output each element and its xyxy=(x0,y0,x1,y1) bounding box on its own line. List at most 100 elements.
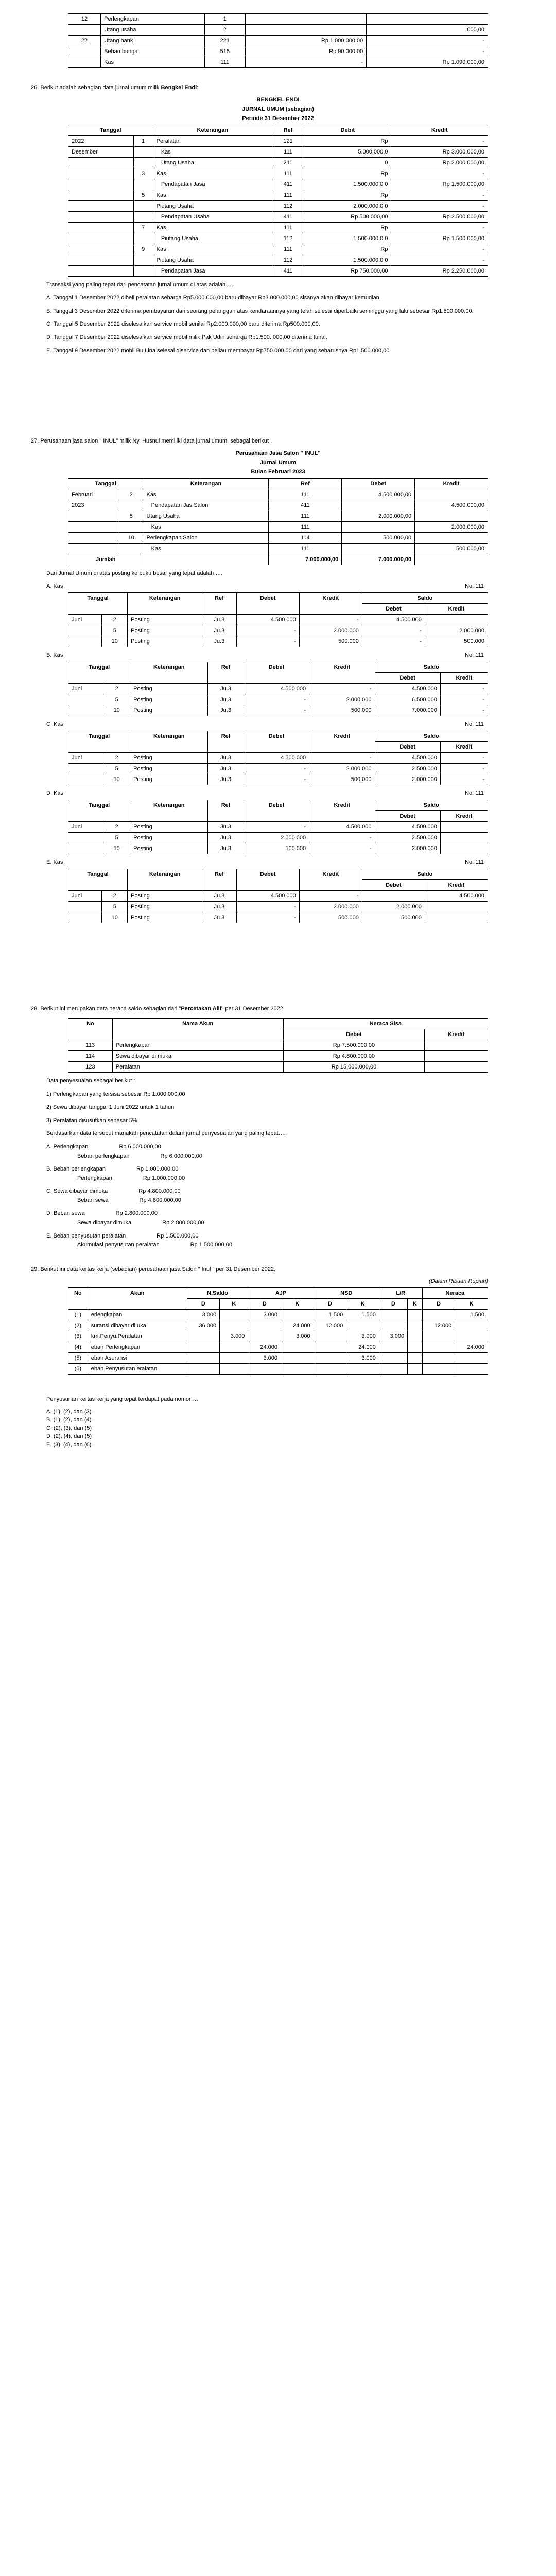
th: Keterangan xyxy=(143,478,269,489)
option: C. (2), (3), dan (5) xyxy=(46,1425,525,1431)
table-row: 10PostingJu.3-500.000500.000 xyxy=(68,912,488,923)
q27-total-k: 7.000.000,00 xyxy=(342,554,415,565)
table-row: 12Perlengkapan1 xyxy=(68,14,488,25)
table-row: Piutang Usaha1122.000.000,0 0- xyxy=(68,200,488,211)
ledger-table: TanggalKeteranganRefDebetKreditSaldoDebe… xyxy=(68,800,488,854)
data-item: 2) Sewa dibayar tanggal 1 Juni 2022 untu… xyxy=(46,1103,525,1112)
q27-total-d: 7.000.000,00 xyxy=(269,554,342,565)
th-d: Debet xyxy=(283,1029,425,1040)
table-row: Februari2Kas1114.500.000,00 xyxy=(68,489,488,500)
q27-h2: Jurnal Umum xyxy=(31,460,525,466)
table-row: Kas111500.000,00 xyxy=(68,543,488,554)
ledger-table: TanggalKeteranganRefDebetKreditSaldoDebe… xyxy=(68,662,488,716)
q26-intro: 26. Berikut adalah sebagian data jurnal … xyxy=(31,83,525,93)
th: Debet xyxy=(342,478,415,489)
q26-table: TanggalKeteranganRefDebitKredit 20221Per… xyxy=(68,125,488,277)
table-row: Utang Usaha2110Rp 2.000.000,00 xyxy=(68,157,488,168)
q29-intro: Berikut ini data kertas kerja (sebagian)… xyxy=(40,1266,275,1273)
table-row: Utang usaha2000,00 xyxy=(68,25,488,36)
q26-company: Bengkel Endi xyxy=(161,84,197,91)
q26: 26. Berikut adalah sebagian data jurnal … xyxy=(31,83,525,355)
table-row: (6)eban Penyusutan eralatan xyxy=(68,1364,488,1375)
table-row: Juni2PostingJu.34.500.000-4.500.000- xyxy=(68,753,488,764)
q26-h3: Periode 31 Desember 2022 xyxy=(31,115,525,122)
data-item: 1) Perlengkapan yang tersisa sebesar Rp … xyxy=(46,1090,525,1099)
th: AJP xyxy=(248,1288,314,1299)
option: C. Sewa dibayar dimukaRp 4.800.000,00Beb… xyxy=(31,1187,525,1205)
q26-h2: JURNAL UMUM (sebagian) xyxy=(31,106,525,112)
table-row: Pendapatan Jasa4111.500.000,0 0Rp 1.500.… xyxy=(68,179,488,190)
table-row: 123PeralatanRp 15.000.000,00 xyxy=(68,1061,488,1072)
table-row: 5PostingJu.3-2.000.000-2.000.000 xyxy=(68,625,488,636)
table-row: Pendapatan Usaha411Rp 500.000,00Rp 2.500… xyxy=(68,211,488,222)
table-row: (3)km.Penyu.Peralatan3.0003.0003.0003.00… xyxy=(68,1331,488,1342)
option: B. Beban perlengkapanRp 1.000.000,00Perl… xyxy=(31,1165,525,1183)
table-row: Juni2PostingJu.34.500.000-4.500.000- xyxy=(68,684,488,694)
table-row: 10PostingJu.3500.000-2.000.000 xyxy=(68,843,488,854)
table-row: 3Kas111Rp- xyxy=(68,168,488,179)
q27-intro: Perusahaan jasa salon " INUL" milik Ny. … xyxy=(40,438,272,444)
table-row: Juni2PostingJu.34.500.000-4.500.000 xyxy=(68,615,488,625)
th-no: No xyxy=(68,1018,113,1040)
table-row: 5Kas111Rp- xyxy=(68,190,488,200)
option: D. Tanggal 7 Desember 2022 diselesaikan … xyxy=(31,333,525,343)
table-row: Juni2PostingJu.34.500.000-4.500.000 xyxy=(68,891,488,902)
table-row: 10PostingJu.3-500.0002.000.000- xyxy=(68,774,488,785)
th: L/R xyxy=(379,1288,422,1299)
table-row: 5PostingJu.3-2.000.0006.500.000- xyxy=(68,694,488,705)
q28-datatitle: Data penyesuaian sebagai berikut : xyxy=(31,1077,525,1086)
q27: 27. Perusahaan jasa salon " INUL" milik … xyxy=(31,437,525,923)
table-row: 7Kas111Rp- xyxy=(68,222,488,233)
data-item: 3) Peralatan disusutkan sebesar 5% xyxy=(46,1116,525,1126)
option: E. (3), (4), dan (6) xyxy=(46,1442,525,1448)
table-row: Piutang Usaha1121.500.000,0 0Rp 1.500.00… xyxy=(68,233,488,244)
table-row: 9Kas111Rp- xyxy=(68,244,488,255)
option: E. Beban penyusutan peralatanRp 1.500.00… xyxy=(31,1232,525,1250)
option: A. Tanggal 1 Desember 2022 dibeli perala… xyxy=(31,294,525,303)
option: B. (1), (2), dan (4) xyxy=(46,1417,525,1423)
q27-note: Dari Jurnal Umum di atas posting ke buku… xyxy=(31,569,525,579)
table-row: 5PostingJu.3-2.000.0002.000.000 xyxy=(68,902,488,912)
table-row: 113PerlengkapanRp 7.500.000,00 xyxy=(68,1040,488,1050)
table-row: 22Utang bank221Rp 1.000.000,00- xyxy=(68,36,488,46)
ledger-table: TanggalKeteranganRefDebetKreditSaldoDebe… xyxy=(68,731,488,785)
q28-company: Percetakan Alif xyxy=(181,1006,221,1012)
table-row: 5PostingJu.3-2.000.0002.500.000- xyxy=(68,764,488,774)
th-k: Kredit xyxy=(425,1029,488,1040)
ledger-table: TanggalKeteranganRefDebetKreditSaldoDebe… xyxy=(68,869,488,923)
table-row: Desember Kas1115.000.000,0Rp 3.000.000,0… xyxy=(68,146,488,157)
q29-table: NoAkunN.SaldoAJPNSDL/RNeraca DKDKDKDKDK … xyxy=(68,1287,488,1375)
table-row: 5Utang Usaha1112.000.000,00 xyxy=(68,511,488,521)
table-row: Piutang Usaha1121.500.000,0 0- xyxy=(68,255,488,265)
table-row: (1)erlengkapan3.0003.0001.5001.5001.500 xyxy=(68,1310,488,1320)
q28-items: 1) Perlengkapan yang tersisa sebesar Rp … xyxy=(31,1090,525,1126)
q26-trans: Transaksi yang paling tepat dari pencata… xyxy=(31,281,525,290)
th: Ref xyxy=(269,478,342,489)
q27-total-label: Jumlah xyxy=(68,554,143,565)
th: Ref xyxy=(272,125,304,135)
q29-opts: A. (1), (2), dan (3) B. (1), (2), dan (4)… xyxy=(31,1409,525,1448)
table-row: 10PostingJu.3-500.0007.000.000- xyxy=(68,705,488,716)
q26-h1: BENGKEL ENDI xyxy=(31,97,525,103)
option: A. PerlengkapanRp 6.000.000,00Beban perl… xyxy=(31,1143,525,1161)
th: Kredit xyxy=(391,125,488,135)
table-row: 2023 Pendapatan Jas Salon4114.500.000,00 xyxy=(68,500,488,511)
table-row: Juni2PostingJu.3-4.500.0004.500.000 xyxy=(68,822,488,833)
q29-ask: Penyusunan kertas kerja yang tepat terda… xyxy=(31,1395,525,1404)
table-row: 10Perlengkapan Salon114500.000,00 xyxy=(68,532,488,543)
option: B. Tanggal 3 Desember 2022 diterima pemb… xyxy=(31,307,525,316)
q28-intro: Berikut ini merupakan data neraca saldo … xyxy=(40,1006,181,1012)
table-row: 114Sewa dibayar di mukaRp 4.800.000,00 xyxy=(68,1050,488,1061)
q27-ledgers: A. KasNo. 111 TanggalKeteranganRefDebetK… xyxy=(31,583,525,923)
th: Debit xyxy=(304,125,391,135)
th: NSD xyxy=(314,1288,379,1299)
q29-unit: (Dalam Ribuan Rupiah) xyxy=(68,1278,488,1284)
option: A. (1), (2), dan (3) xyxy=(46,1409,525,1415)
table-row: (2)suransi dibayar di uka36.00024.00012.… xyxy=(68,1320,488,1331)
table-row: 5PostingJu.32.000.000-2.500.000 xyxy=(68,833,488,843)
table-top: 12Perlengkapan1Utang usaha2000,0022Utang… xyxy=(31,13,525,68)
q26-intro-text: Berikut adalah sebagian data jurnal umum… xyxy=(40,84,159,91)
option: D. (2), (4), dan (5) xyxy=(46,1433,525,1439)
q28-opts: A. PerlengkapanRp 6.000.000,00Beban perl… xyxy=(31,1143,525,1250)
th: Tanggal xyxy=(68,125,153,135)
